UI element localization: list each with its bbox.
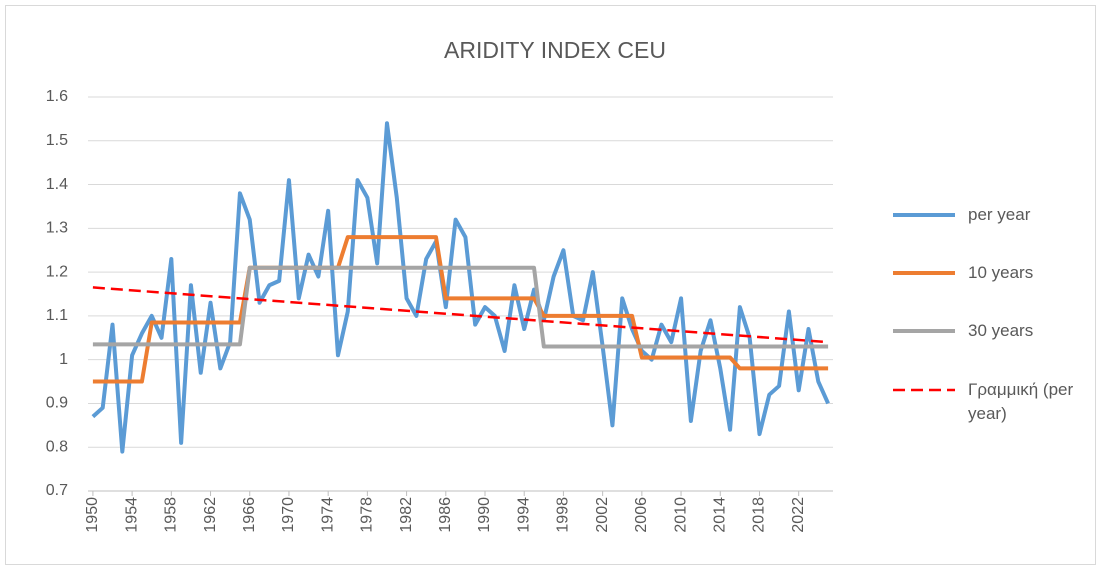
y-tick-label: 1.6 xyxy=(46,88,68,105)
legend-label: 30 years xyxy=(968,321,1034,340)
series-line xyxy=(92,235,829,384)
x-tick-label: 1950 xyxy=(84,497,101,533)
series-line xyxy=(92,265,829,349)
legend-item: Γραμμική (per year) xyxy=(893,378,1078,426)
y-tick-label: 0.7 xyxy=(46,482,68,499)
legend-item: per year xyxy=(893,203,1078,227)
y-tick-label: 0.8 xyxy=(46,438,68,455)
legend-swatch xyxy=(893,388,955,392)
x-tick-label: 1958 xyxy=(163,497,180,533)
series-line xyxy=(92,286,829,344)
x-tick-label: 2022 xyxy=(790,497,807,533)
y-tick-label: 1.1 xyxy=(46,307,68,324)
chart-title: ARIDITY INDEX CEU xyxy=(444,37,666,63)
legend-item: 30 years xyxy=(893,319,1078,343)
x-tick-label: 1998 xyxy=(555,497,572,533)
y-tick-label: 1.3 xyxy=(46,220,68,237)
legend-label: per year xyxy=(968,205,1031,224)
legend-swatch xyxy=(893,213,955,217)
x-tick-label: 1994 xyxy=(515,497,532,533)
x-tick-label: 1978 xyxy=(359,497,376,533)
y-tick-label: 0.9 xyxy=(46,395,68,412)
x-tick-label: 1990 xyxy=(476,497,493,533)
x-tick-label: 1954 xyxy=(123,497,140,533)
x-tick-label: 2010 xyxy=(672,497,689,533)
x-tick-label: 2002 xyxy=(594,497,611,533)
legend-swatch xyxy=(893,329,955,333)
y-tick-label: 1.2 xyxy=(46,263,68,280)
x-tick-label: 1970 xyxy=(280,497,297,533)
legend-swatch xyxy=(893,271,955,275)
legend-label: Γραμμική (per year) xyxy=(968,380,1074,423)
legend-item: 10 years xyxy=(893,261,1078,285)
legend-label: 10 years xyxy=(968,263,1034,282)
series-line xyxy=(91,121,830,454)
x-tick-label: 1986 xyxy=(437,497,454,533)
y-tick-label: 1 xyxy=(59,351,68,368)
x-tick-label: 2014 xyxy=(711,497,728,533)
x-tick-label: 2018 xyxy=(751,497,768,533)
x-tick-label: 1974 xyxy=(319,497,336,533)
x-tick-label: 1982 xyxy=(398,497,415,533)
y-tick-label: 1.5 xyxy=(46,132,68,149)
y-tick-label: 1.4 xyxy=(46,176,68,193)
x-tick-label: 1966 xyxy=(241,497,258,533)
x-tick-label: 1962 xyxy=(202,497,219,533)
x-tick-label: 2006 xyxy=(633,497,650,533)
